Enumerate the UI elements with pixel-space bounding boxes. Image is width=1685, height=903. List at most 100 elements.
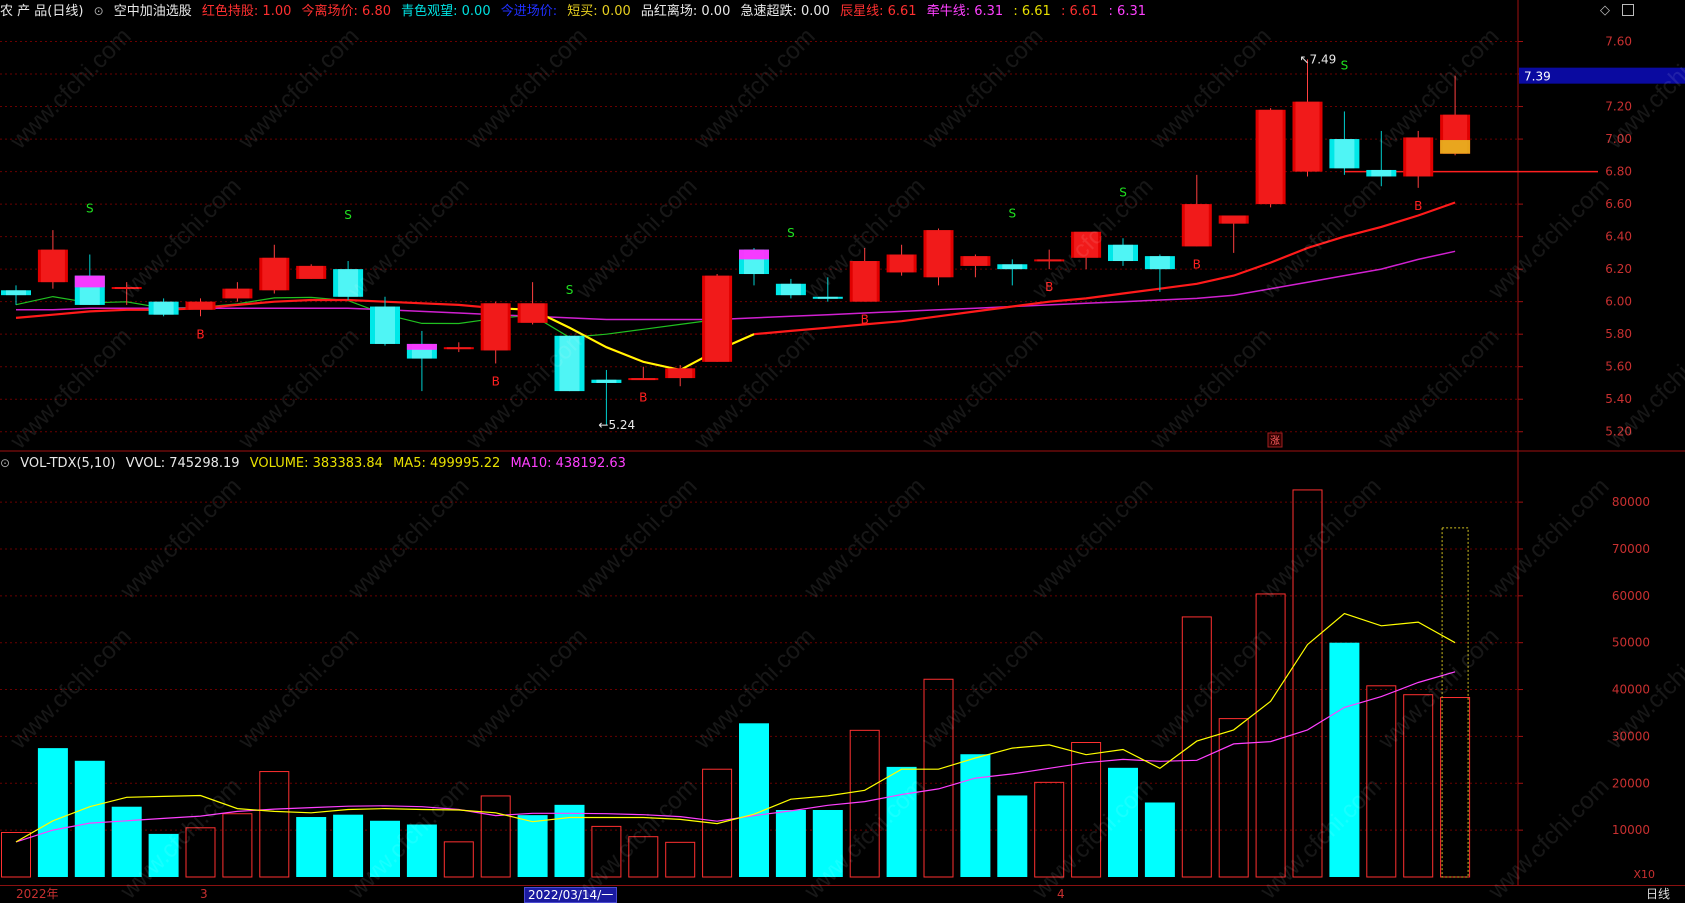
candle <box>259 244 290 294</box>
candle-body-shade <box>926 230 951 278</box>
circle-chevron-icon[interactable]: ⊙ <box>93 4 104 18</box>
volume-bar-down <box>886 766 917 877</box>
time-axis[interactable]: 2022年 3 2022/03/14/一 4 日线 <box>0 885 1685 903</box>
volume-bar-up <box>1292 489 1323 878</box>
candle-body-shade <box>668 368 693 379</box>
volume-bar-down <box>517 815 548 877</box>
price-tick-label: 5.20 <box>1605 425 1632 439</box>
buy-signal-marker: B <box>492 374 500 388</box>
volume-value: VOLUME: 383383.84 <box>249 456 383 471</box>
candle <box>702 274 733 362</box>
candle-body-magenta <box>739 249 769 260</box>
sell-signal-marker: S <box>344 208 352 222</box>
volume-bar-up <box>849 729 880 878</box>
candle <box>1034 249 1065 270</box>
candlestick-chart[interactable]: 7.607.407.207.006.806.606.406.206.005.80… <box>0 0 1685 452</box>
volume-tick-label: 70000 <box>1612 542 1650 556</box>
candle-body-shade <box>375 306 395 344</box>
candle-body-magenta <box>74 275 105 288</box>
candle-body-shade <box>262 257 287 291</box>
candle <box>997 259 1028 286</box>
indicator-value-7: 辰星线: 6.61 <box>840 4 917 19</box>
low-price-marker: ←5.24 <box>598 418 635 432</box>
volume-bar-up <box>591 825 622 878</box>
price-tick-label: 5.80 <box>1605 327 1632 341</box>
candle <box>1071 231 1102 270</box>
candle-body-shade <box>1184 204 1209 247</box>
vol-ma10-value: MA10: 438192.63 <box>510 456 626 471</box>
period-label[interactable]: 日线 <box>1646 887 1671 901</box>
circle-chevron-icon[interactable]: ⊙ <box>0 456 11 470</box>
candle <box>333 261 364 301</box>
candle <box>591 369 622 426</box>
window-restore-icon[interactable] <box>1622 4 1634 16</box>
volume-tick-label: 10000 <box>1612 823 1650 837</box>
price-chart-panel[interactable]: 农 产 品(日线) ⊙ 空中加油选股 红色持股: 1.00 今离场价: 6.80… <box>0 0 1685 452</box>
candle <box>1440 75 1471 156</box>
stock-name[interactable]: 农 产 品(日线) <box>0 4 84 19</box>
current-price-label: 7.39 <box>1524 70 1551 84</box>
candle-body-shade <box>446 347 471 350</box>
trend-line-green <box>15 295 718 339</box>
candle-body-shade <box>1074 231 1099 258</box>
candle <box>1403 130 1434 188</box>
candle <box>37 230 68 289</box>
candle-body-shade <box>483 303 508 351</box>
volume-bar-down <box>554 804 585 877</box>
candle-body-shade <box>225 288 250 299</box>
volume-unit-label: X10 <box>1633 868 1655 881</box>
candle <box>1329 111 1360 175</box>
candle-body-shade <box>1334 139 1355 169</box>
volume-bar-down <box>111 806 142 877</box>
volume-bar-down <box>406 824 437 877</box>
price-tick-label: 6.80 <box>1605 165 1632 179</box>
candle-body-shade <box>338 269 359 297</box>
volume-bar-chart[interactable]: 80000 70000 60000 50000 40000 30000 20000 10000… <box>0 452 1685 886</box>
sell-signal-marker: S <box>1341 58 1349 72</box>
candle <box>554 335 585 392</box>
volume-indicator-name[interactable]: VOL-TDX(5,10) <box>20 456 116 471</box>
volume-bar-down <box>739 723 769 877</box>
candle <box>739 248 769 286</box>
volume-bar-up <box>1071 742 1102 878</box>
sell-signal-marker: S <box>86 202 94 216</box>
volume-chart-panel[interactable]: ⊙ VOL-TDX(5,10) VVOL: 745298.19 VOLUME: … <box>0 452 1685 886</box>
candle <box>960 254 991 278</box>
buy-signal-marker: B <box>861 313 869 327</box>
candle <box>812 277 843 302</box>
volume-bar-down <box>148 833 179 877</box>
indicator-value-2: 青色观望: 0.00 <box>401 4 491 19</box>
candle-body-shade <box>1149 256 1170 270</box>
candle <box>1144 254 1175 292</box>
candle <box>665 365 696 387</box>
candle-body-shade <box>1295 101 1320 172</box>
volume-tick-label: 20000 <box>1612 776 1650 790</box>
time-label-march: 3 <box>200 887 208 901</box>
candle-body-shade <box>559 335 580 392</box>
indicator-value-0: 红色持股: 1.00 <box>201 4 292 19</box>
volume-bar-up <box>1218 718 1249 878</box>
volume-bar-up <box>1181 616 1212 878</box>
sell-signal-marker: S <box>787 226 795 240</box>
indicator-value-1: 今离场价: 6.80 <box>301 4 391 19</box>
candle <box>849 248 880 302</box>
diamond-icon[interactable]: ◇ <box>1600 3 1610 18</box>
candle <box>222 282 253 302</box>
candle <box>185 298 216 317</box>
price-indicator-header: 农 产 品(日线) ⊙ 空中加油选股 红色持股: 1.00 今离场价: 6.80… <box>0 0 1152 22</box>
candle <box>1108 238 1138 266</box>
indicator-value-4: 短买: 0.00 <box>567 4 631 19</box>
candle-body-shade <box>596 379 617 383</box>
current-price-tag <box>1519 67 1685 84</box>
candle-body-shade <box>1406 137 1431 177</box>
volume-bar-down <box>960 754 991 877</box>
volume-bar-down <box>812 809 843 877</box>
candle <box>886 244 917 276</box>
volume-bar-down <box>1329 642 1360 877</box>
candle <box>443 342 474 353</box>
candle-body-shade <box>114 287 139 290</box>
volume-bar-down <box>37 748 68 877</box>
formula-name[interactable]: 空中加油选股 <box>113 4 192 19</box>
candle-body-shade <box>1113 244 1133 262</box>
volume-tick-label: 80000 <box>1612 495 1650 509</box>
